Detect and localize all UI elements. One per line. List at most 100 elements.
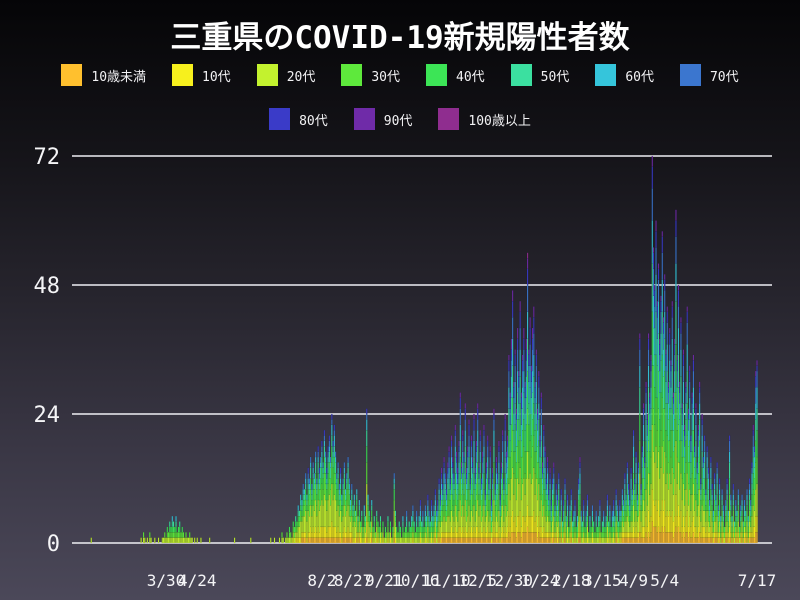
bar-segment (312, 467, 314, 474)
bar-segment (175, 526, 177, 533)
bar-segment (208, 537, 211, 544)
bar-segment (326, 472, 328, 479)
bar-segment (523, 370, 525, 393)
bar-segment (637, 472, 640, 485)
bar-segment (669, 333, 671, 345)
bar-segment (565, 537, 567, 544)
bar-segment (314, 456, 317, 463)
bar-segment (494, 521, 496, 533)
bar-segment (490, 505, 493, 511)
bar-segment (460, 515, 463, 533)
bar-segment (413, 532, 415, 538)
bar-segment (664, 311, 666, 339)
bar-segment (589, 537, 591, 544)
bar-segment (477, 403, 479, 409)
bar-segment (462, 472, 464, 490)
bar-segment (690, 510, 692, 528)
bar-segment (541, 537, 544, 544)
bar-segment (615, 499, 617, 506)
bar-segment (720, 537, 722, 544)
bar-segment (685, 440, 687, 463)
bar-segment (428, 510, 430, 517)
bar-segment (382, 532, 384, 538)
bar-segment (687, 462, 690, 485)
bar-segment (654, 462, 656, 506)
bar-segment (344, 537, 347, 544)
bar-segment (351, 499, 353, 506)
bar-segment (712, 526, 715, 533)
bar-segment (639, 532, 641, 544)
bar-segment (331, 446, 333, 463)
bar-segment (311, 494, 313, 501)
bar-segment (743, 532, 746, 538)
bar-segment (713, 510, 716, 522)
bar-segment (656, 429, 658, 468)
bar-segment (447, 478, 449, 485)
bar-segment (327, 462, 329, 474)
bar-segment (333, 446, 336, 458)
bar-segment (326, 537, 328, 544)
bar-segment (676, 370, 678, 388)
bar-segment (543, 429, 545, 436)
bar-segment (312, 537, 314, 544)
bar-segment (632, 429, 635, 436)
bar-segment (171, 526, 173, 533)
bar-segment (735, 526, 737, 533)
bar-segment (301, 499, 303, 506)
bar-segment (622, 515, 625, 522)
bar-segment (595, 515, 597, 522)
bar-segment (468, 526, 470, 538)
bar-segment (301, 521, 303, 533)
bar-segment (676, 354, 678, 361)
bar-segment (595, 532, 597, 538)
bar-segment (343, 462, 346, 468)
bar-segment (681, 456, 683, 479)
bar-segment (316, 537, 318, 544)
bar-segment (314, 537, 317, 544)
bar-segment (695, 413, 697, 425)
bar-segment (504, 419, 506, 431)
bar-segment (649, 451, 651, 474)
bar-segment (691, 392, 693, 399)
bar-segment (666, 403, 668, 436)
bar-segment (750, 505, 752, 511)
bar-segment (718, 537, 721, 544)
bar-segment (508, 386, 510, 409)
bar-segment (504, 456, 506, 474)
bar-segment (651, 521, 654, 544)
bar-segment (359, 521, 362, 528)
bar-segment (626, 472, 629, 485)
bar-segment (563, 537, 565, 544)
bar-segment (393, 472, 395, 479)
bar-segment (486, 456, 489, 468)
bar-segment (503, 478, 505, 485)
bar-segment (625, 537, 627, 544)
bar-segment (642, 456, 645, 479)
bar-segment (629, 532, 631, 538)
bar-segment (690, 537, 692, 544)
bar-segment (428, 521, 430, 528)
bar-segment (443, 494, 445, 506)
bar-segment (486, 510, 489, 528)
bar-segment (319, 478, 322, 490)
bar-segment (309, 478, 312, 490)
bar-segment (495, 472, 498, 485)
bar-segment (725, 537, 727, 544)
bar-segment (485, 462, 488, 468)
bar-segment (664, 370, 666, 409)
bar-segment (301, 515, 303, 522)
bar-segment (473, 505, 475, 528)
bar-segment (606, 526, 609, 538)
bar-segment (292, 526, 294, 533)
bar-segment (695, 408, 697, 415)
bar-segment (354, 526, 357, 538)
bar-segment (649, 392, 651, 399)
bar-segment (571, 532, 574, 538)
bar-segment (543, 472, 545, 490)
bar-segment (344, 499, 347, 506)
bar-segment (498, 510, 500, 528)
bar-segment (324, 456, 327, 463)
bar-segment (680, 322, 682, 334)
bar-segment (540, 424, 543, 442)
bar-segment (481, 462, 484, 474)
